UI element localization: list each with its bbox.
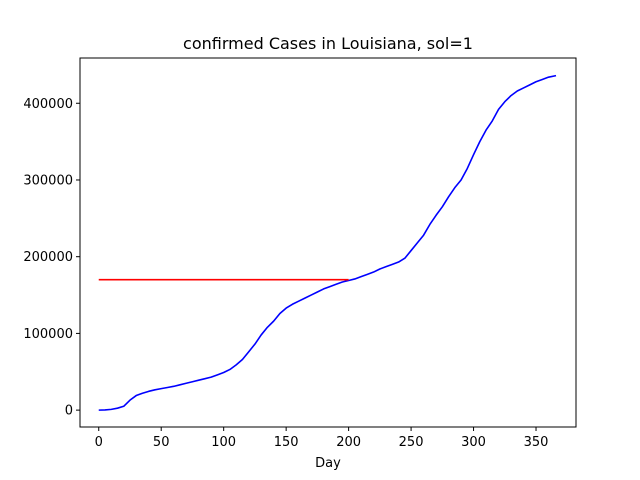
x-tick-label: 100 — [211, 435, 236, 450]
x-tick-label: 0 — [95, 435, 103, 450]
y-tick-label: 100000 — [23, 327, 73, 342]
chart-title: confirmed Cases in Louisiana, sol=1 — [183, 34, 473, 53]
series-line-0 — [98, 74, 557, 411]
y-tick-label: 400000 — [23, 97, 73, 112]
x-axis-label: Day — [315, 456, 341, 471]
y-tick-label: 0 — [65, 404, 73, 419]
x-tick-label: 300 — [461, 435, 486, 450]
plot-area — [98, 74, 557, 411]
x-tick-label: 250 — [399, 435, 424, 450]
x-tick-label: 350 — [524, 435, 549, 450]
x-tick-label: 50 — [153, 435, 170, 450]
x-tick-label: 200 — [336, 435, 361, 450]
x-tick-label: 150 — [274, 435, 299, 450]
axes-frame — [79, 57, 577, 428]
y-tick-label: 200000 — [23, 250, 73, 265]
axis-ticks: 0 50 100 150 200 250 300 350 0 100000 200000 300000… — [23, 97, 548, 450]
y-tick-label: 300000 — [23, 173, 73, 188]
